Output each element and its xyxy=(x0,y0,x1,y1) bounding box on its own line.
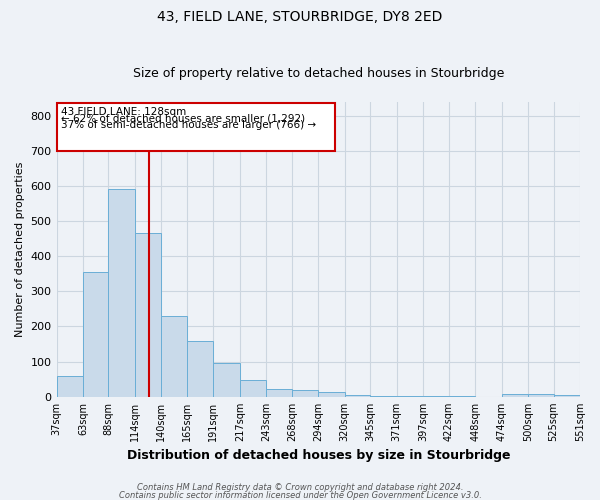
Bar xyxy=(214,364,240,397)
Bar xyxy=(83,272,109,397)
Title: Size of property relative to detached houses in Stourbridge: Size of property relative to detached ho… xyxy=(133,66,504,80)
Bar xyxy=(56,104,335,150)
Bar xyxy=(528,394,554,397)
Bar xyxy=(370,396,397,397)
Bar xyxy=(292,390,318,397)
Bar xyxy=(266,389,292,397)
Text: 43 FIELD LANE: 128sqm: 43 FIELD LANE: 128sqm xyxy=(61,108,186,118)
Bar xyxy=(554,395,580,397)
Bar xyxy=(502,394,528,397)
Y-axis label: Number of detached properties: Number of detached properties xyxy=(15,162,25,337)
Bar xyxy=(135,234,161,397)
Bar xyxy=(345,395,370,397)
X-axis label: Distribution of detached houses by size in Stourbridge: Distribution of detached houses by size … xyxy=(127,450,510,462)
Text: Contains HM Land Registry data © Crown copyright and database right 2024.: Contains HM Land Registry data © Crown c… xyxy=(137,484,463,492)
Bar xyxy=(397,396,423,397)
Text: Contains public sector information licensed under the Open Government Licence v3: Contains public sector information licen… xyxy=(119,490,481,500)
Bar xyxy=(318,392,345,397)
Bar xyxy=(56,376,83,397)
Bar xyxy=(187,340,214,397)
Text: 43, FIELD LANE, STOURBRIDGE, DY8 2ED: 43, FIELD LANE, STOURBRIDGE, DY8 2ED xyxy=(157,10,443,24)
Text: ← 62% of detached houses are smaller (1,292): ← 62% of detached houses are smaller (1,… xyxy=(61,114,305,124)
Text: 37% of semi-detached houses are larger (766) →: 37% of semi-detached houses are larger (… xyxy=(61,120,316,130)
Bar xyxy=(240,380,266,397)
Bar xyxy=(423,396,449,397)
Bar xyxy=(161,316,187,397)
Bar xyxy=(109,190,135,397)
